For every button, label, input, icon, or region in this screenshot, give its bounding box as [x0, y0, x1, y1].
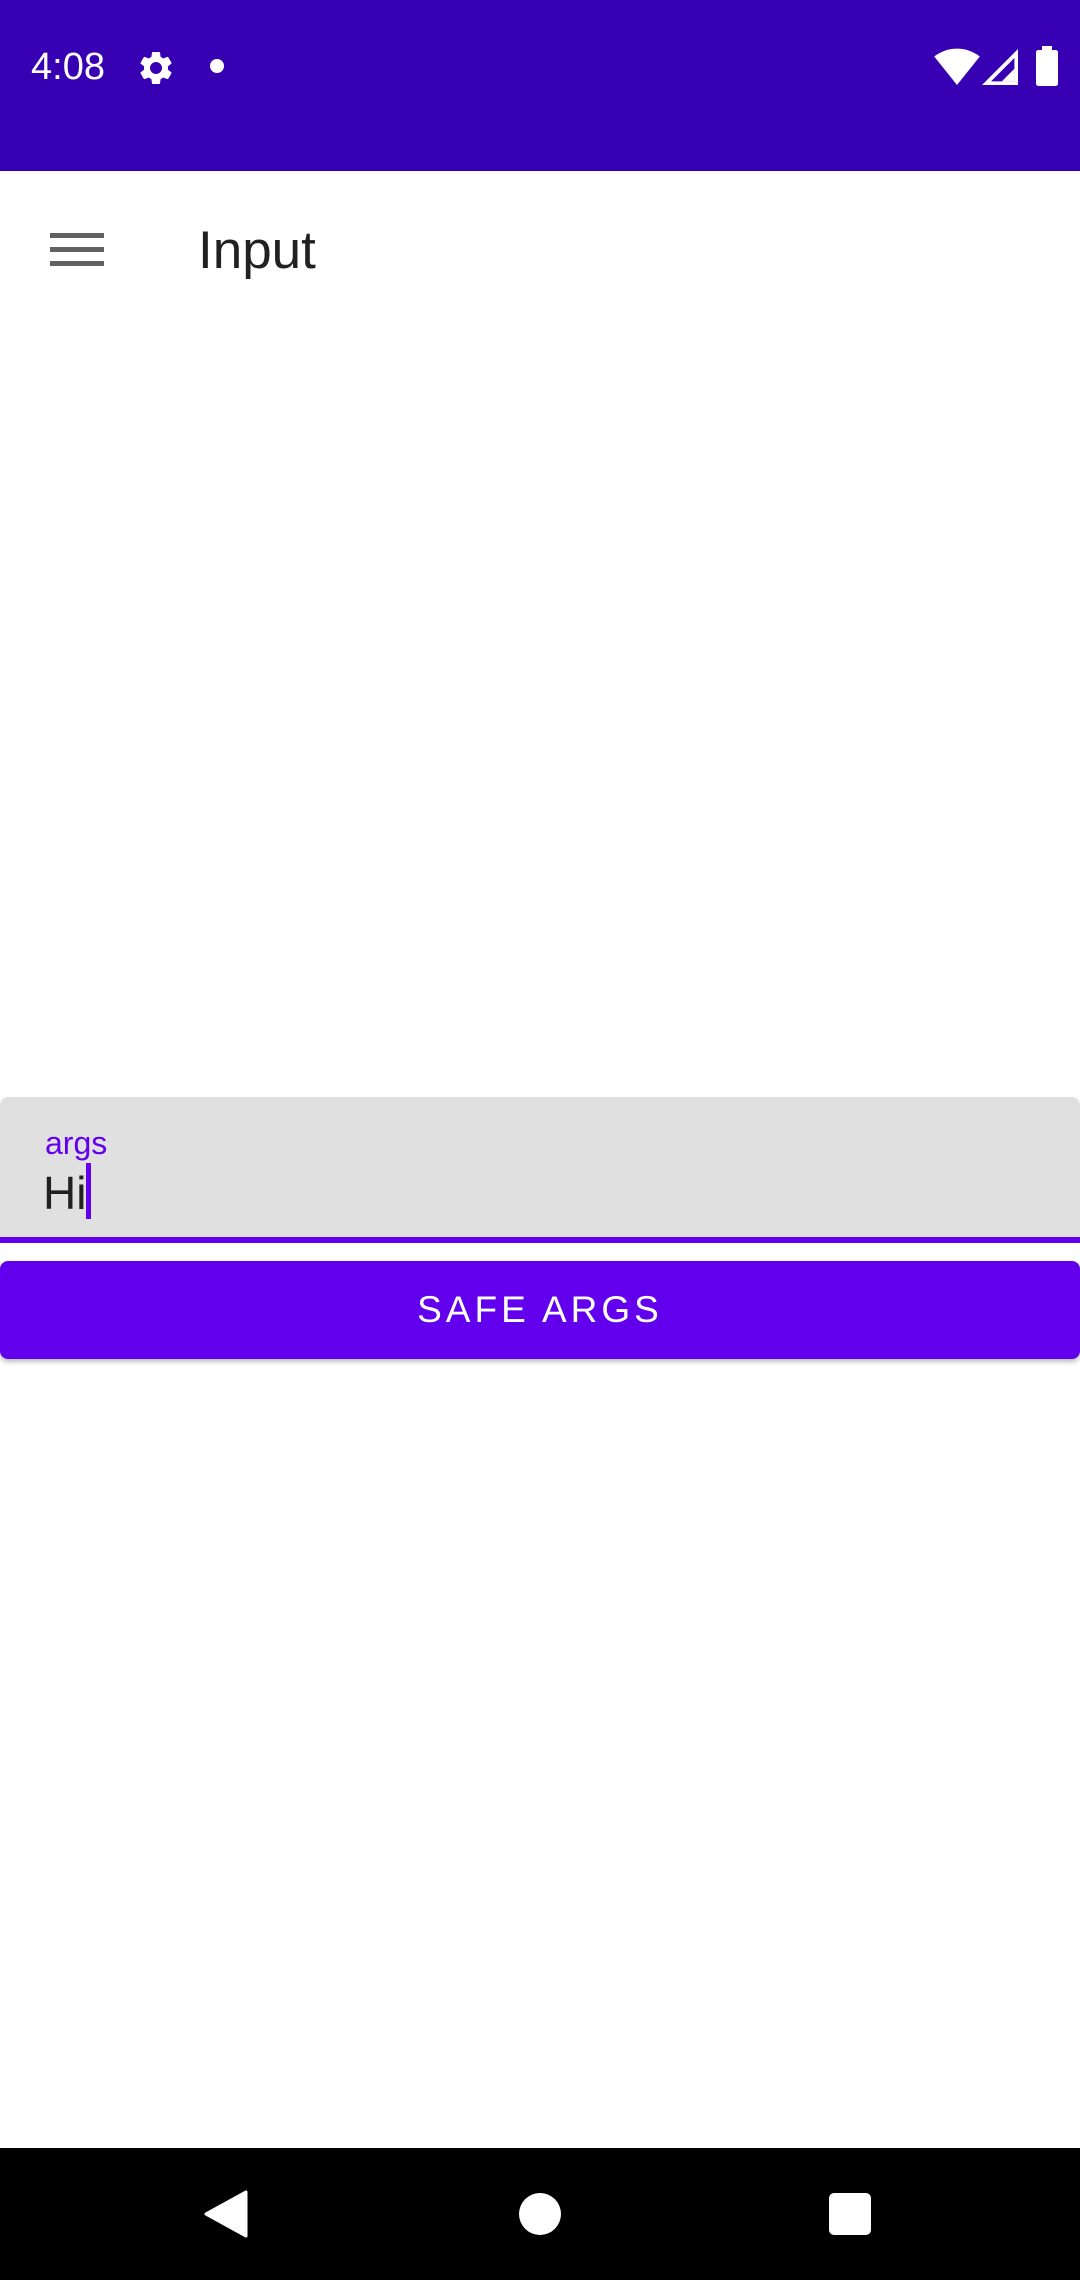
wifi-icon	[934, 48, 980, 86]
hamburger-menu-icon[interactable]	[50, 225, 104, 275]
safe-args-button[interactable]: SAFE ARGS	[0, 1261, 1080, 1359]
home-icon[interactable]	[519, 2193, 561, 2235]
status-time: 4:08	[31, 46, 105, 88]
navigation-bar	[0, 2148, 1080, 2280]
status-bar: 4:08	[0, 0, 1080, 171]
back-icon[interactable]	[202, 2190, 248, 2238]
app-bar: Input	[0, 171, 1080, 331]
args-field-label: args	[45, 1125, 108, 1161]
args-text-field[interactable]: args	[0, 1097, 1080, 1243]
recents-icon[interactable]	[829, 2193, 871, 2235]
page-title: Input	[198, 221, 316, 280]
battery-icon	[1036, 46, 1058, 86]
field-underline	[0, 1237, 1080, 1243]
args-input[interactable]	[43, 1163, 1023, 1223]
text-cursor	[86, 1163, 91, 1219]
cellular-signal-icon	[982, 49, 1018, 85]
notification-dot-icon	[210, 59, 224, 73]
gear-icon	[140, 51, 172, 84]
